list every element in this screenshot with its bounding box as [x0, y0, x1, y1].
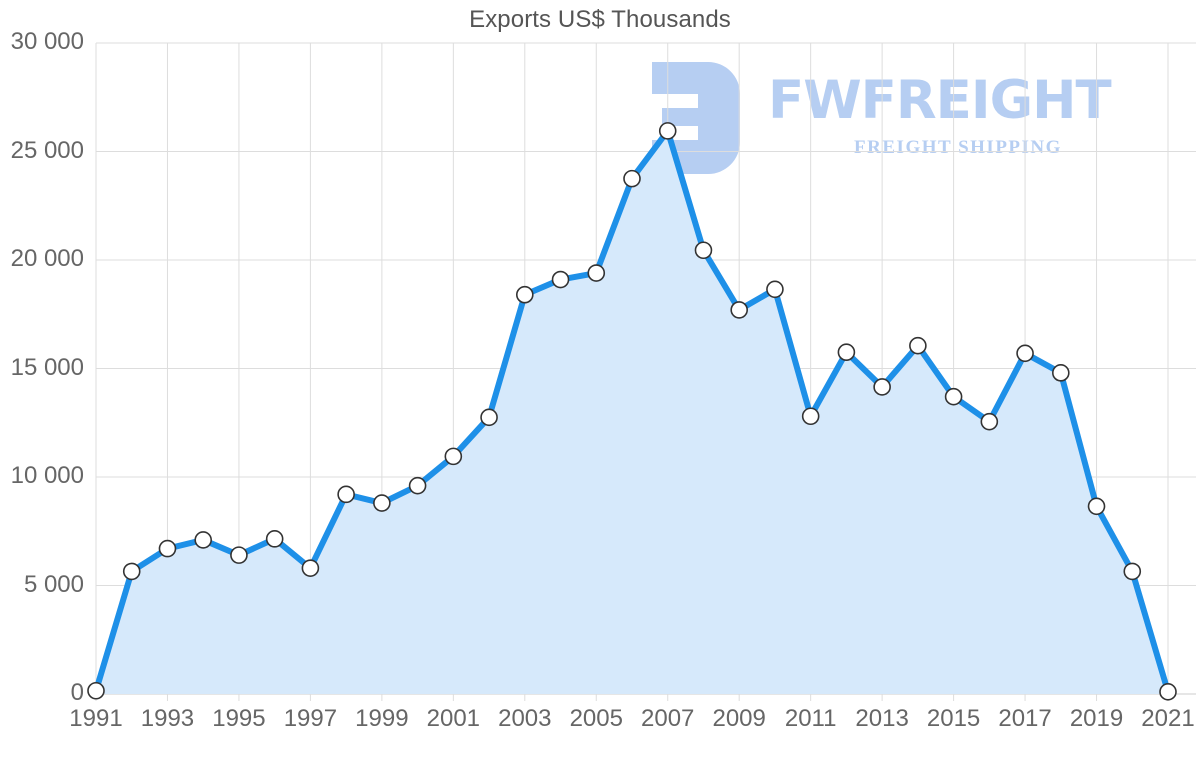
- data-point-marker[interactable]: [658, 122, 677, 140]
- data-point-marker[interactable]: [87, 681, 105, 700]
- data-point-marker[interactable]: [730, 301, 749, 319]
- chart-title: Exports US$ Thousands: [469, 6, 731, 33]
- data-point-marker[interactable]: [980, 412, 999, 431]
- y-axis-tick-label: 25 000: [10, 136, 84, 164]
- y-axis-tick-label: 20 000: [10, 245, 84, 272]
- y-axis-tick-label: 10 000: [10, 462, 84, 489]
- data-point-marker[interactable]: [265, 530, 284, 548]
- data-point-marker[interactable]: [122, 562, 141, 581]
- data-point-marker[interactable]: [587, 264, 606, 282]
- x-axis-tick-label: 2005: [569, 705, 623, 732]
- x-axis-tick-label: 1997: [283, 705, 338, 732]
- data-point-marker[interactable]: [515, 285, 534, 304]
- data-point-marker[interactable]: [837, 343, 856, 362]
- x-axis-tick-label: 2001: [426, 705, 481, 732]
- data-point-marker[interactable]: [230, 546, 248, 564]
- data-point-marker[interactable]: [301, 559, 320, 577]
- x-axis-tick-label: 1993: [140, 705, 195, 732]
- x-axis-tick-label: 2011: [784, 705, 837, 732]
- data-point-marker[interactable]: [873, 378, 891, 396]
- data-point-markers: [87, 122, 1177, 701]
- data-point-marker[interactable]: [408, 476, 427, 495]
- y-axis-tick-label: 5 000: [23, 570, 84, 598]
- data-point-marker[interactable]: [194, 531, 212, 549]
- area-fill: [96, 130, 1168, 694]
- x-axis-tick-label: 2021: [1141, 705, 1195, 732]
- x-axis-tick-label: 2017: [998, 705, 1052, 732]
- data-point-marker[interactable]: [1016, 344, 1034, 363]
- data-point-marker[interactable]: [909, 336, 927, 355]
- data-point-marker[interactable]: [373, 494, 391, 512]
- x-axis-tick-label: 2015: [926, 705, 981, 732]
- x-axis-tick-label: 1995: [212, 705, 266, 732]
- x-axis-tick-label: 2019: [1069, 705, 1124, 732]
- x-axis-tick-label: 2013: [855, 705, 909, 732]
- data-point-marker[interactable]: [623, 169, 641, 188]
- x-axis-tick-label: 1999: [355, 705, 409, 732]
- data-point-marker[interactable]: [1123, 562, 1142, 581]
- x-axis-tick-label: 2007: [641, 705, 695, 732]
- y-axis-tick-label: 15 000: [10, 353, 84, 381]
- data-point-marker[interactable]: [766, 280, 784, 299]
- data-point-marker[interactable]: [337, 485, 355, 504]
- y-axis-tick-label: 0: [70, 679, 84, 706]
- x-axis-tick-label: 2009: [712, 705, 766, 732]
- x-axis-tick-label: 1991: [69, 705, 123, 732]
- data-point-marker[interactable]: [944, 387, 963, 406]
- x-axis-tick-label: 2003: [498, 705, 552, 732]
- data-point-marker[interactable]: [801, 407, 820, 426]
- data-point-marker[interactable]: [158, 539, 177, 558]
- data-point-marker[interactable]: [480, 408, 498, 427]
- y-axis-tick-label: 30 000: [10, 28, 84, 55]
- data-point-marker[interactable]: [1087, 497, 1106, 516]
- data-point-marker[interactable]: [1052, 364, 1070, 382]
- data-point-marker[interactable]: [444, 447, 463, 466]
- data-point-marker[interactable]: [1159, 683, 1177, 701]
- data-point-marker[interactable]: [551, 270, 570, 289]
- data-point-marker[interactable]: [694, 241, 713, 260]
